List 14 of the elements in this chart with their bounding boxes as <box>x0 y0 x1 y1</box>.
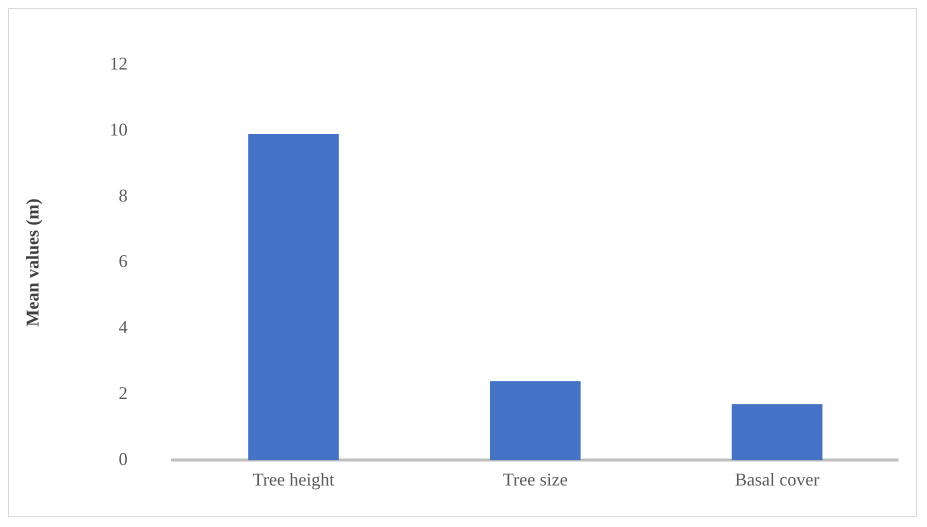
y-tick-label: 6 <box>118 251 128 272</box>
bar <box>490 381 581 460</box>
y-axis-title: Mean values (m) <box>22 198 42 326</box>
y-tick-label: 10 <box>110 119 128 140</box>
x-tick-label: Basal cover <box>734 470 820 490</box>
y-tick-label: 0 <box>118 448 128 469</box>
bar <box>732 404 822 460</box>
y-tick-label: 8 <box>118 185 128 206</box>
x-tick-label: Tree size <box>502 470 568 490</box>
y-tick-label: 4 <box>118 317 128 338</box>
y-tick-label: 12 <box>110 54 128 74</box>
x-tick-label: Tree height <box>252 470 334 490</box>
y-tick-label: 2 <box>118 383 128 404</box>
bar <box>248 134 339 460</box>
